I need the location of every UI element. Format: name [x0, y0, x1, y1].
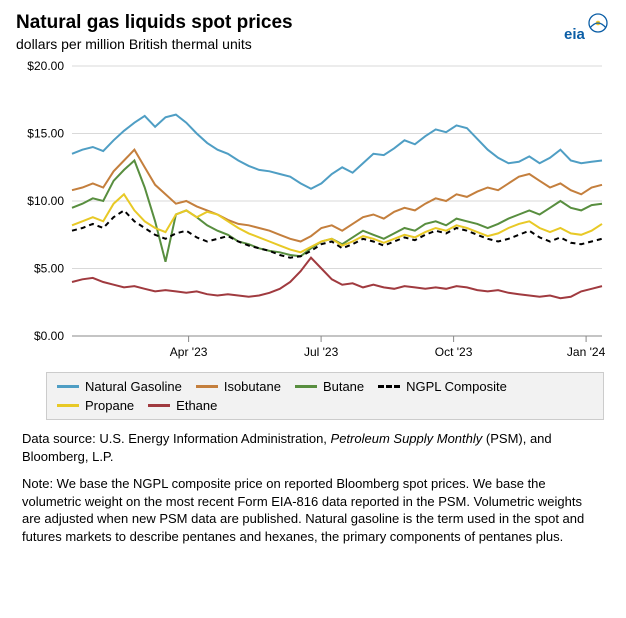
legend-label: Butane — [323, 379, 364, 394]
legend-swatch — [378, 385, 400, 388]
legend-label: Natural Gasoline — [85, 379, 182, 394]
legend-swatch — [148, 404, 170, 407]
chart-subtitle: dollars per million British thermal unit… — [16, 36, 560, 52]
legend-item-ngpl-composite: NGPL Composite — [378, 379, 507, 394]
legend-label: NGPL Composite — [406, 379, 507, 394]
svg-text:Jan '24: Jan '24 — [567, 345, 606, 359]
legend-label: Propane — [85, 398, 134, 413]
data-source: Data source: U.S. Energy Information Adm… — [22, 430, 604, 465]
series-ngpl-composite — [72, 210, 602, 257]
legend-label: Isobutane — [224, 379, 281, 394]
legend-item-propane: Propane — [57, 398, 134, 413]
series-propane — [72, 194, 602, 252]
svg-text:Jul '23: Jul '23 — [304, 345, 339, 359]
legend-item-butane: Butane — [295, 379, 364, 394]
legend-swatch — [57, 385, 79, 388]
svg-text:$20.00: $20.00 — [27, 59, 64, 73]
svg-text:$10.00: $10.00 — [27, 194, 64, 208]
legend-item-natural-gasoline: Natural Gasoline — [57, 379, 182, 394]
header: Natural gas liquids spot prices dollars … — [16, 12, 610, 58]
title-block: Natural gas liquids spot prices dollars … — [16, 12, 560, 58]
source-italic: Petroleum Supply Monthly — [331, 431, 483, 446]
svg-text:$15.00: $15.00 — [27, 127, 64, 141]
chart-title: Natural gas liquids spot prices — [16, 12, 560, 34]
legend-item-ethane: Ethane — [148, 398, 217, 413]
svg-text:$5.00: $5.00 — [34, 262, 64, 276]
chart-container: Natural gas liquids spot prices dollars … — [0, 0, 626, 618]
svg-text:Oct '23: Oct '23 — [435, 345, 473, 359]
legend-swatch — [295, 385, 317, 388]
series-ethane — [72, 258, 602, 299]
legend-label: Ethane — [176, 398, 217, 413]
note: Note: We base the NGPL composite price o… — [22, 475, 604, 545]
svg-text:eia: eia — [564, 26, 586, 42]
line-chart-svg: $0.00 $5.00 $10.00 $15.00 $20.00 Apr '23 Jul '… — [16, 58, 610, 368]
legend-swatch — [196, 385, 218, 388]
footer: Data source: U.S. Energy Information Adm… — [22, 430, 604, 545]
svg-text:$0.00: $0.00 — [34, 329, 64, 343]
chart-area: $0.00 $5.00 $10.00 $15.00 $20.00 Apr '23 Jul '… — [16, 58, 610, 368]
series-isobutane — [72, 150, 602, 242]
source-prefix: Data source: U.S. Energy Information Adm… — [22, 431, 331, 446]
svg-text:Apr '23: Apr '23 — [170, 345, 208, 359]
legend: Natural Gasoline Isobutane Butane NGPL Comp… — [46, 372, 604, 420]
legend-item-isobutane: Isobutane — [196, 379, 281, 394]
legend-swatch — [57, 404, 79, 407]
eia-logo: eia — [560, 12, 610, 42]
